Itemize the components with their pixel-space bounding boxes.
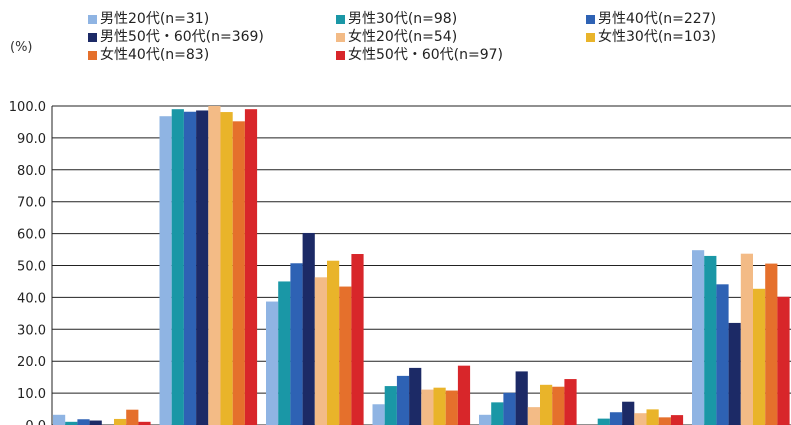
bar xyxy=(290,263,303,425)
bar xyxy=(646,409,659,425)
y-tick-label: 40.0 xyxy=(17,291,46,306)
bar xyxy=(220,112,233,425)
bar xyxy=(445,390,458,425)
bar xyxy=(327,260,340,425)
legend-item: 女性20代(n=54) xyxy=(336,28,586,46)
bar xyxy=(728,322,741,425)
bar xyxy=(232,121,245,425)
bar xyxy=(208,106,221,425)
bar xyxy=(716,284,729,425)
bar xyxy=(409,367,422,425)
y-axis-unit-label: (%) xyxy=(10,40,33,55)
bar xyxy=(196,110,209,425)
legend-label: 女性20代(n=54) xyxy=(348,29,458,45)
legend-label: 女性30代(n=103) xyxy=(598,29,717,45)
bar xyxy=(597,418,610,425)
bar xyxy=(503,392,516,425)
legend-swatch xyxy=(586,14,595,24)
bar xyxy=(753,288,766,425)
y-tick-label: 70.0 xyxy=(17,196,46,211)
legend-label: 男性50代・60代(n=369) xyxy=(100,29,264,45)
bar xyxy=(126,409,139,425)
y-tick-label: 10.0 xyxy=(17,387,46,402)
legend-item: 男性20代(n=31) xyxy=(88,10,336,28)
bar xyxy=(421,389,434,425)
bar xyxy=(384,386,397,425)
legend-label: 男性40代(n=227) xyxy=(598,11,717,27)
bar xyxy=(314,277,327,425)
y-tick-label: 30.0 xyxy=(17,323,46,338)
bar xyxy=(515,371,528,425)
bar xyxy=(302,232,315,425)
legend-swatch xyxy=(88,50,97,60)
y-tick-label: 100.0 xyxy=(9,100,46,115)
legend-item: 女性40代(n=83) xyxy=(88,46,336,64)
bar xyxy=(53,414,66,425)
bar xyxy=(622,401,635,425)
y-tick-label: 0.0 xyxy=(25,419,46,425)
bar xyxy=(339,286,352,425)
bar xyxy=(114,418,127,425)
legend-item: 女性50代・60代(n=97) xyxy=(336,46,586,64)
bar xyxy=(77,419,90,425)
bar xyxy=(351,254,364,425)
bar xyxy=(396,375,410,425)
y-tick-label: 80.0 xyxy=(17,164,46,179)
y-tick-label: 60.0 xyxy=(17,228,46,243)
legend-swatch xyxy=(336,50,345,60)
bar xyxy=(89,420,102,425)
bar xyxy=(266,301,279,425)
bar xyxy=(372,404,385,425)
bar xyxy=(65,421,78,425)
bar xyxy=(564,379,577,425)
legend-item: 男性30代(n=98) xyxy=(336,10,586,28)
y-tick-label: 50.0 xyxy=(17,260,46,275)
bar xyxy=(777,296,790,425)
bar xyxy=(527,407,540,425)
bar xyxy=(457,365,471,425)
bar xyxy=(491,402,504,425)
legend-label: 男性20代(n=31) xyxy=(100,11,210,27)
bar xyxy=(670,415,684,425)
bar xyxy=(138,421,151,425)
bar xyxy=(765,263,778,425)
bar xyxy=(159,116,172,425)
legend-label: 女性40代(n=83) xyxy=(100,47,210,63)
y-tick-label: 90.0 xyxy=(17,132,46,147)
legend-swatch xyxy=(336,14,345,24)
bar xyxy=(658,417,671,425)
bar xyxy=(609,412,623,425)
bar xyxy=(244,109,258,425)
chart-legend: 男性20代(n=31) 男性30代(n=98) 男性40代(n=227) 男性50代・… xyxy=(88,10,788,72)
legend-swatch xyxy=(586,32,595,42)
legend-label: 女性50代・60代(n=97) xyxy=(348,47,503,63)
legend-swatch xyxy=(336,32,345,42)
bar xyxy=(278,281,291,425)
bar xyxy=(183,111,197,425)
bar xyxy=(540,384,553,425)
legend-swatch xyxy=(88,32,97,42)
bar xyxy=(479,414,492,425)
y-tick-label: 20.0 xyxy=(17,355,46,370)
legend-item: 男性50代・60代(n=369) xyxy=(88,28,336,46)
legend-item: 男性40代(n=227) xyxy=(586,10,786,28)
bar xyxy=(552,386,565,425)
legend-swatch xyxy=(88,14,97,24)
legend-item: 女性30代(n=103) xyxy=(586,28,786,46)
bar xyxy=(433,387,446,425)
bar xyxy=(704,255,717,425)
bar xyxy=(171,109,184,425)
bar xyxy=(740,253,753,425)
legend-label: 男性30代(n=98) xyxy=(348,11,458,27)
bar xyxy=(634,413,647,425)
bar xyxy=(692,250,705,425)
